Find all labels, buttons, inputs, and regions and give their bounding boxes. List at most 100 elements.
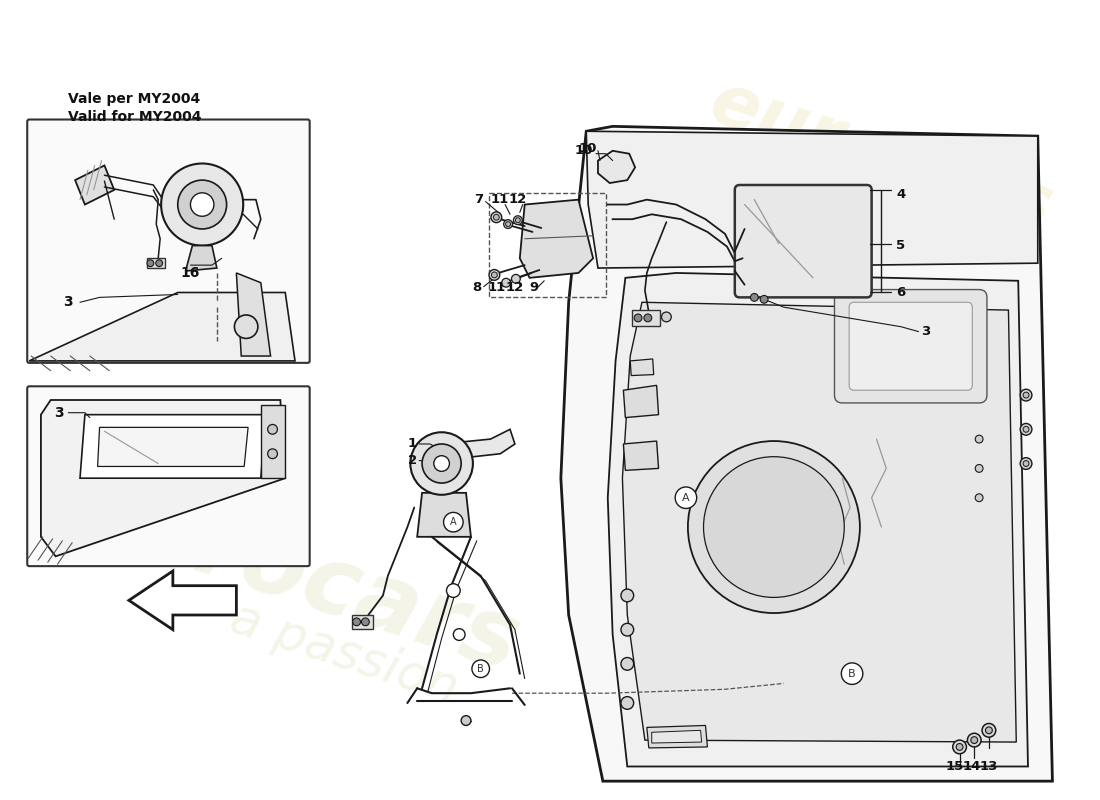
Polygon shape [630, 359, 653, 375]
Text: 12: 12 [506, 281, 524, 294]
Circle shape [953, 740, 967, 754]
Polygon shape [80, 414, 266, 478]
Text: 13: 13 [980, 760, 998, 773]
Polygon shape [608, 273, 1028, 766]
Circle shape [362, 618, 370, 626]
Polygon shape [236, 273, 271, 356]
Polygon shape [561, 126, 1053, 781]
Circle shape [490, 270, 499, 280]
Text: 11: 11 [487, 281, 506, 294]
Circle shape [644, 314, 651, 322]
Circle shape [161, 163, 243, 246]
Circle shape [704, 457, 845, 598]
Circle shape [1023, 461, 1028, 466]
Polygon shape [598, 150, 635, 183]
Text: a passion: a passion [223, 594, 464, 714]
Polygon shape [520, 200, 593, 278]
Text: 1: 1 [408, 438, 417, 450]
Circle shape [516, 218, 520, 222]
Polygon shape [417, 493, 471, 537]
Text: A: A [450, 517, 456, 527]
Circle shape [267, 425, 277, 434]
Text: 10: 10 [574, 144, 593, 158]
Text: a passion: a passion [839, 232, 1041, 333]
Circle shape [661, 312, 671, 322]
Text: eurocars: eurocars [59, 460, 530, 691]
Circle shape [688, 441, 860, 613]
Circle shape [234, 315, 257, 338]
Circle shape [410, 432, 473, 494]
Polygon shape [586, 131, 1037, 268]
Polygon shape [186, 246, 217, 271]
Circle shape [492, 272, 497, 278]
Circle shape [433, 456, 450, 471]
Text: 6: 6 [896, 286, 905, 299]
Circle shape [1020, 423, 1032, 435]
Circle shape [1023, 426, 1028, 432]
Circle shape [494, 214, 499, 220]
Circle shape [267, 449, 277, 458]
Circle shape [443, 512, 463, 532]
Text: A: A [682, 493, 690, 502]
Text: 11: 11 [491, 193, 508, 206]
Polygon shape [30, 293, 295, 361]
Circle shape [453, 629, 465, 641]
Text: eurocars: eurocars [702, 68, 1062, 243]
Circle shape [620, 589, 634, 602]
Circle shape [956, 743, 962, 750]
Circle shape [504, 220, 513, 229]
FancyBboxPatch shape [835, 290, 987, 403]
Polygon shape [623, 302, 1016, 742]
Text: 15: 15 [946, 760, 964, 773]
Polygon shape [129, 571, 236, 630]
FancyBboxPatch shape [28, 386, 310, 566]
Circle shape [976, 465, 983, 472]
Text: B: B [848, 669, 856, 678]
Text: 3: 3 [54, 406, 64, 420]
Text: Vale per MY2004: Vale per MY2004 [68, 92, 200, 106]
Text: 3: 3 [64, 295, 73, 310]
Text: 7: 7 [474, 193, 483, 206]
Circle shape [353, 618, 361, 626]
Text: 8: 8 [472, 281, 482, 294]
Circle shape [1023, 392, 1028, 398]
Text: 16: 16 [180, 266, 200, 280]
Circle shape [647, 312, 657, 322]
Polygon shape [647, 726, 707, 748]
Circle shape [512, 274, 520, 283]
Circle shape [620, 697, 634, 710]
Circle shape [156, 260, 163, 266]
FancyBboxPatch shape [147, 258, 165, 268]
Polygon shape [624, 386, 659, 418]
Circle shape [976, 435, 983, 443]
Circle shape [514, 216, 522, 225]
Circle shape [760, 295, 768, 303]
FancyBboxPatch shape [849, 302, 972, 390]
Polygon shape [624, 441, 659, 470]
Circle shape [620, 623, 634, 636]
Circle shape [750, 294, 758, 302]
Circle shape [461, 716, 471, 726]
Circle shape [472, 660, 490, 678]
Circle shape [1020, 390, 1032, 401]
Circle shape [976, 494, 983, 502]
Circle shape [842, 663, 862, 684]
Polygon shape [75, 166, 114, 205]
Polygon shape [441, 430, 515, 458]
FancyBboxPatch shape [352, 615, 373, 629]
Polygon shape [651, 730, 702, 743]
Text: 3: 3 [921, 325, 929, 338]
Text: 1985: 1985 [826, 167, 1014, 281]
Circle shape [982, 723, 996, 737]
Text: 2: 2 [408, 454, 417, 467]
Text: 4: 4 [896, 188, 905, 202]
Text: 14: 14 [962, 760, 980, 773]
Circle shape [634, 314, 642, 322]
Circle shape [506, 222, 510, 226]
Text: 5: 5 [896, 239, 905, 252]
Text: 9: 9 [529, 281, 538, 294]
Circle shape [986, 727, 992, 734]
Circle shape [447, 584, 460, 598]
FancyBboxPatch shape [735, 185, 871, 298]
Circle shape [620, 658, 634, 670]
